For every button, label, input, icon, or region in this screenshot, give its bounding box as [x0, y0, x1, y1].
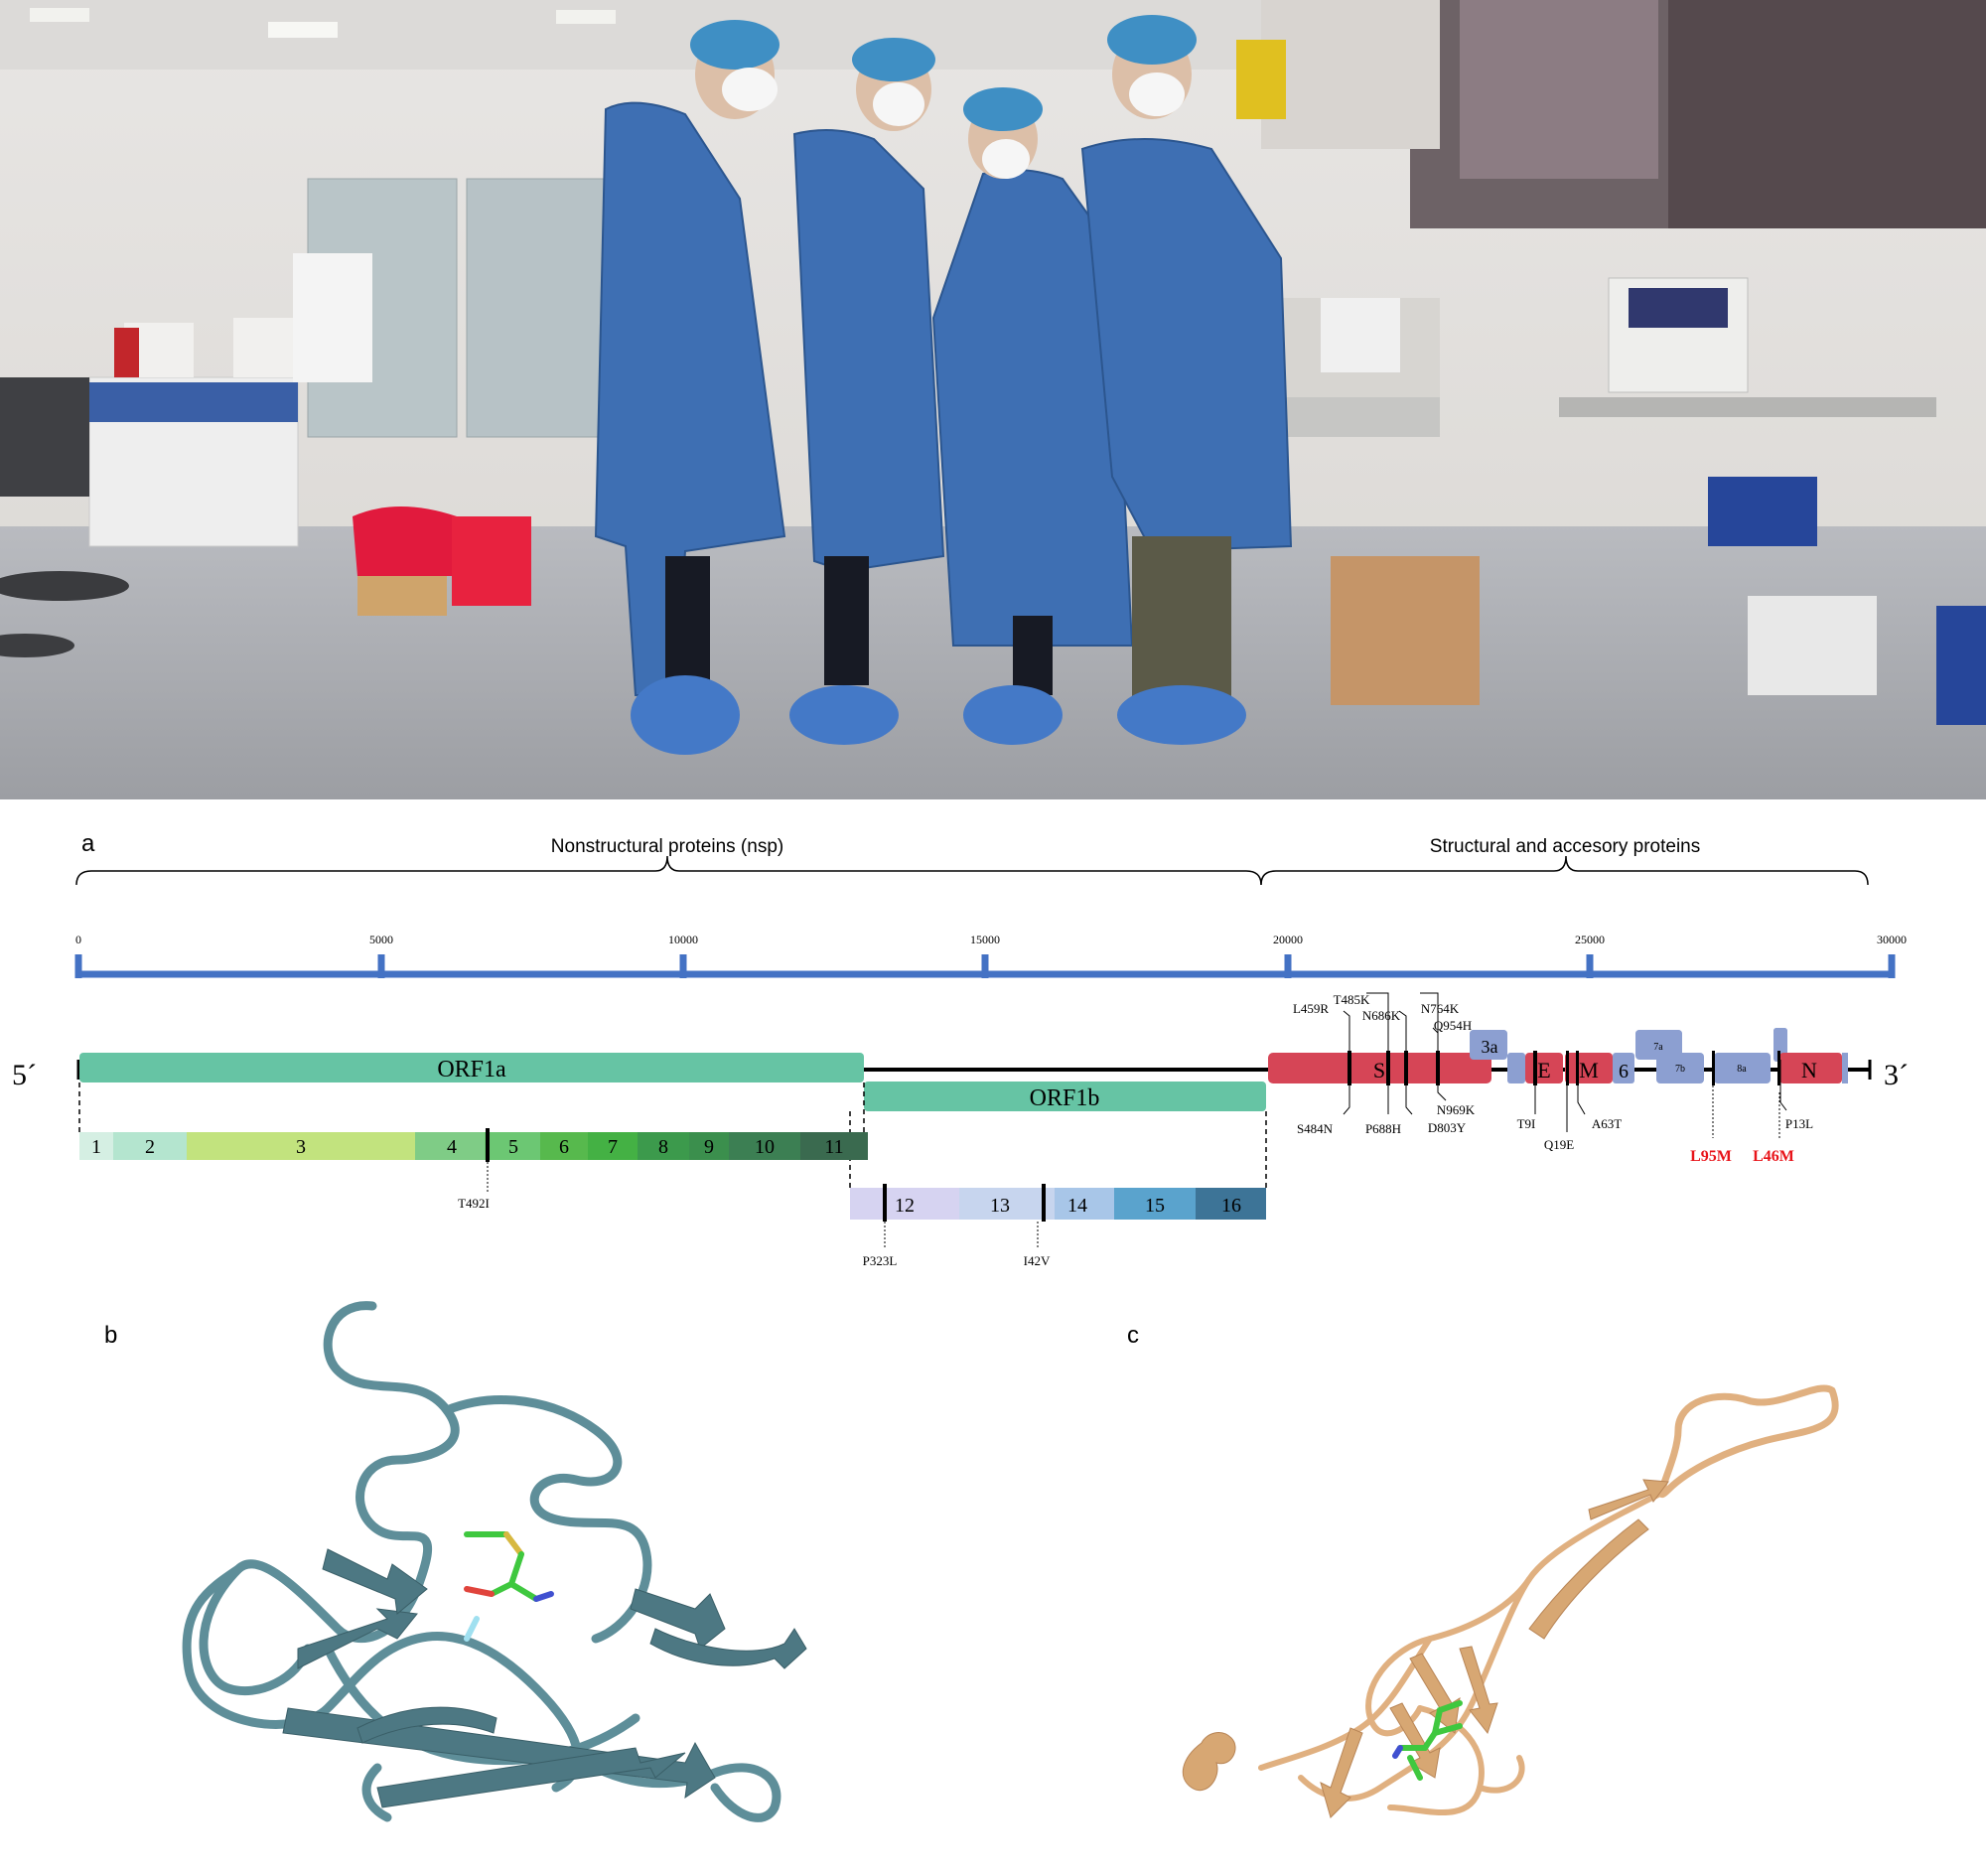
- gene-S-label: S: [1373, 1058, 1385, 1082]
- mutation-L95M: L95M: [1690, 1148, 1732, 1165]
- nsp-8-label: 8: [658, 1136, 668, 1158]
- mutation-T9I: T9I: [1517, 1116, 1536, 1131]
- scale-tick-5000: 5000: [369, 933, 393, 946]
- mutation-P688H: P688H: [1365, 1121, 1401, 1136]
- panel-c-label: c: [1127, 1322, 1139, 1349]
- scale-tick-25000: 25000: [1575, 933, 1605, 946]
- orf1a-label: ORF1a: [437, 1057, 506, 1082]
- nsp-14-label: 14: [1067, 1195, 1087, 1217]
- mutation-L46M: L46M: [1753, 1148, 1794, 1165]
- side-chain-c: [1392, 1700, 1463, 1781]
- mutation-N686K: N686K: [1362, 1008, 1401, 1023]
- nsp-1-label: 1: [91, 1136, 101, 1158]
- genome-scale: 0 5000 10000 15000 20000 25000 30000: [74, 933, 1907, 978]
- mutation-S484N: S484N: [1297, 1121, 1334, 1136]
- brace-nonstructural-label: Nonstructural proteins (nsp): [551, 836, 783, 857]
- brace-nonstructural: [75, 855, 1262, 886]
- genome-diagram: a Nonstructural proteins (nsp) Structura…: [12, 830, 1909, 1268]
- brace-structural: [1260, 855, 1869, 886]
- panel-b-label: b: [104, 1322, 117, 1349]
- scale-tick-10000: 10000: [668, 933, 698, 946]
- five-prime-label: 5´: [12, 1059, 37, 1091]
- mutation-Q19E: Q19E: [1544, 1137, 1574, 1152]
- nsp-12-label: 12: [895, 1195, 915, 1217]
- beta-sheets-b: [282, 1548, 807, 1808]
- mutation-P323L: P323L: [863, 1253, 898, 1268]
- mutation-L459R: L459R: [1293, 1001, 1329, 1016]
- nsp-11-label: 11: [824, 1136, 843, 1158]
- mutation-P13L: P13L: [1785, 1116, 1813, 1131]
- mutation-N764K: N764K: [1421, 1001, 1460, 1016]
- mutation-D803Y: D803Y: [1428, 1120, 1467, 1135]
- nsp-4-label: 4: [447, 1136, 457, 1158]
- nsp-3-label: 3: [296, 1136, 306, 1158]
- mutation-Q954H: Q954H: [1434, 1018, 1472, 1033]
- mutation-T492I: T492I: [458, 1196, 490, 1211]
- three-prime-label: 3´: [1884, 1059, 1909, 1091]
- nsp-15-label: 15: [1145, 1195, 1165, 1217]
- nsp-row-orf1b: 12 13 14 15 16: [850, 1184, 1266, 1222]
- mutation-T485K: T485K: [1334, 992, 1370, 1007]
- mutation-N969K: N969K: [1437, 1102, 1476, 1117]
- nsp-5-label: 5: [508, 1136, 518, 1158]
- nsp-16-label: 16: [1221, 1195, 1241, 1217]
- gene-E-label: E: [1537, 1058, 1550, 1082]
- protein-structures: b c: [104, 1301, 1839, 1822]
- nsp-9-label: 9: [704, 1136, 714, 1158]
- gene-8a-label: 8a: [1737, 1064, 1747, 1075]
- gene-6-label: 6: [1619, 1061, 1629, 1082]
- gene-M-label: M: [1579, 1058, 1599, 1082]
- lab-photo: [0, 0, 1986, 799]
- mutation-I42V: I42V: [1024, 1253, 1051, 1268]
- panel-a-label: a: [81, 830, 95, 857]
- gene-3a-label: 3a: [1482, 1037, 1498, 1057]
- beta-sheets-c: [1182, 1479, 1669, 1818]
- scale-tick-0: 0: [75, 933, 81, 946]
- nsp-6-label: 6: [559, 1136, 569, 1158]
- nsp-10-label: 10: [755, 1136, 775, 1158]
- scale-tick-15000: 15000: [970, 933, 1000, 946]
- brace-structural-label: Structural and accesory proteins: [1430, 836, 1700, 857]
- gene-N-label: N: [1801, 1058, 1817, 1082]
- nsp-row-orf1a: 1 2 3 4 5 6 7 8 9 10 11: [79, 1128, 868, 1162]
- structural-genes: [1268, 1028, 1848, 1085]
- gene-7a-label: 7a: [1653, 1042, 1663, 1053]
- scale-tick-30000: 30000: [1877, 933, 1907, 946]
- scale-tick-20000: 20000: [1273, 933, 1303, 946]
- side-chain-b: [464, 1531, 554, 1642]
- protein-ribbon-b: [182, 1301, 781, 1822]
- gene-7b-label: 7b: [1675, 1064, 1685, 1075]
- orf1b-label: ORF1b: [1030, 1085, 1100, 1111]
- mutation-A63T: A63T: [1592, 1116, 1622, 1131]
- orf1a-box: [79, 1053, 864, 1082]
- orf1b-box: [864, 1082, 1266, 1111]
- nsp-7-label: 7: [608, 1136, 618, 1158]
- nsp-2-label: 2: [145, 1136, 155, 1158]
- nsp-13-label: 13: [990, 1195, 1010, 1217]
